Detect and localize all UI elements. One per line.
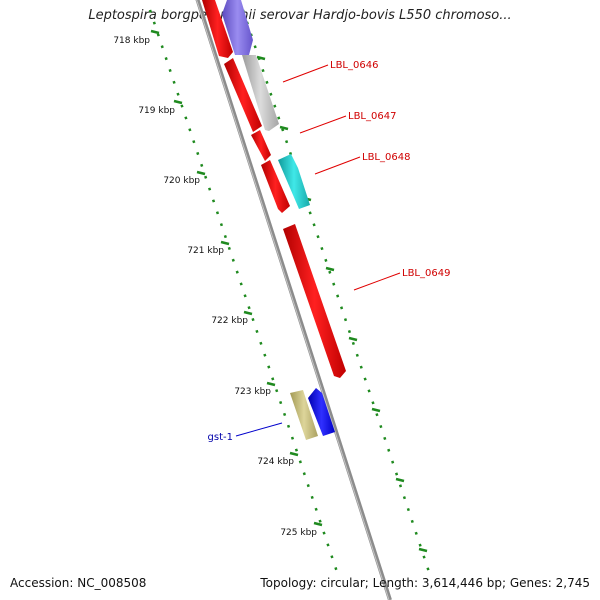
label-connector-lbl0647 <box>299 115 347 134</box>
label-connector-lbl0649 <box>353 272 401 291</box>
gene-feature-red-lbl0649[interactable] <box>283 224 346 378</box>
tick-label-722: 722 kbp <box>211 316 248 326</box>
genome-stats-text: Topology: circular; Length: 3,614,446 bp… <box>260 576 590 590</box>
gene-feature-grey-lbl0646[interactable] <box>242 55 279 131</box>
gene-label-gst1[interactable]: gst-1 <box>208 432 233 443</box>
gene-feature-red-top[interactable] <box>202 0 233 58</box>
label-connector-lbl0648 <box>314 156 361 175</box>
tick-label-725: 725 kbp <box>280 528 317 538</box>
gene-label-lbl0647[interactable]: LBL_0647 <box>348 111 396 122</box>
genome-backbone <box>195 0 392 600</box>
tick-label-719: 719 kbp <box>138 106 175 116</box>
label-connector-gst1 <box>235 422 283 437</box>
major-ticks-right <box>256 55 428 553</box>
gene-label-lbl0648[interactable]: LBL_0648 <box>362 152 410 163</box>
tick-label-720: 720 kbp <box>163 176 200 186</box>
gene-feature-blue[interactable] <box>308 388 335 436</box>
right-tick-track <box>241 9 432 576</box>
accession-text: Accession: NC_008508 <box>10 576 147 590</box>
gene-label-lbl0649[interactable]: LBL_0649 <box>402 268 450 279</box>
major-ticks-left <box>150 29 323 527</box>
tick-label-723: 723 kbp <box>234 387 271 397</box>
gene-feature-red-lbl0647[interactable] <box>251 130 271 161</box>
gene-feature-olive-gst1[interactable] <box>290 390 318 440</box>
tick-label-721: 721 kbp <box>187 246 224 256</box>
label-connector-lbl0646 <box>282 64 329 83</box>
tick-label-724: 724 kbp <box>257 457 294 467</box>
gene-feature-red-lbl0648[interactable] <box>261 160 290 213</box>
gene-label-lbl0646[interactable]: LBL_0646 <box>330 60 378 71</box>
genome-backbone-highlight <box>196 0 390 600</box>
gene-feature-red-lbl0646[interactable] <box>224 58 262 132</box>
tick-label-718: 718 kbp <box>113 36 150 46</box>
gene-feature-cyan-lbl0648[interactable] <box>278 154 310 209</box>
map-title: Leptospira borgpetersenii serovar Hardjo… <box>88 8 512 23</box>
gene-feature-purple-top[interactable] <box>222 0 253 55</box>
